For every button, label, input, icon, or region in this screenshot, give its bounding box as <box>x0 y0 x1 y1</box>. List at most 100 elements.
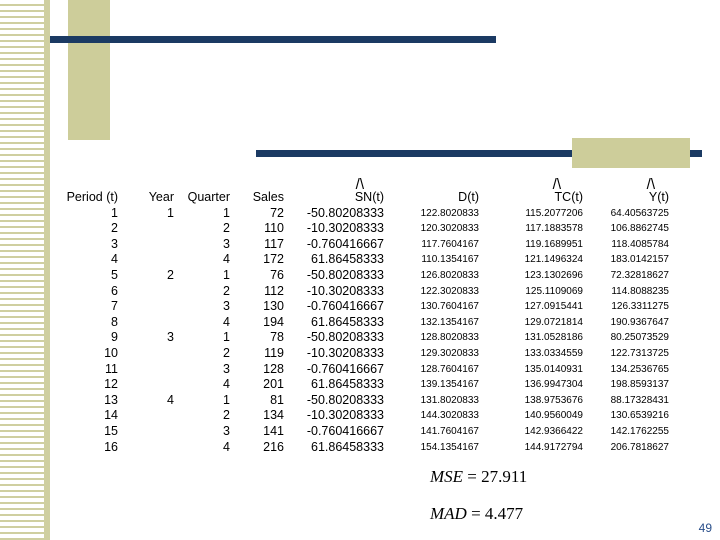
cell-sales: 117 <box>264 236 284 251</box>
cell-d: 120.3020833 <box>420 223 479 235</box>
cell-y: 142.1762255 <box>610 425 669 437</box>
cell-tc: 140.9560049 <box>524 410 583 422</box>
header-year: Year <box>148 190 174 204</box>
cell-period: 2 <box>111 221 118 236</box>
cell-sales: 78 <box>270 330 284 345</box>
cell-period: 10 <box>104 345 118 360</box>
header-d: D(t) <box>458 190 479 204</box>
cell-sn: -10.30208333 <box>306 283 384 298</box>
cell-period: 14 <box>104 408 118 423</box>
cell-period: 1 <box>111 205 118 220</box>
forecast-table: Period (t) Year Quarter Sales /\ SN(t) D… <box>58 177 669 456</box>
cell-sales: 81 <box>270 392 284 407</box>
cell-year: 1 <box>167 205 174 220</box>
table-row: 1 1 1 72 -50.80208333 122.8020833 115.2077206 6… <box>58 206 669 222</box>
cell-period: 5 <box>111 267 118 282</box>
cell-period: 8 <box>111 314 118 329</box>
cell-d: 131.8020833 <box>420 394 479 406</box>
cell-year: 3 <box>167 330 174 345</box>
header-sn-cell: /\ SN(t) <box>284 177 384 206</box>
cell-d: 122.8020833 <box>420 207 479 219</box>
cell-tc: 125.1109069 <box>525 285 583 297</box>
cell-sn: -50.80208333 <box>306 205 384 220</box>
cell-sn: -10.30208333 <box>306 345 384 360</box>
table-row: 5 2 1 76 -50.80208333 126.8020833 123.1302696 7… <box>58 268 669 284</box>
cell-year <box>118 346 174 362</box>
cell-tc: 119.1689951 <box>525 238 583 250</box>
cell-quarter: 4 <box>223 439 230 454</box>
cell-sn: -0.760416667 <box>306 299 384 314</box>
table-header-row: Period (t) Year Quarter Sales /\ SN(t) D… <box>58 177 669 206</box>
table-row: 3 3 117 -0.760416667 117.7604167 119.1689951 1… <box>58 237 669 253</box>
table-body: 1 1 1 72 -50.80208333 122.8020833 115.2077206 6… <box>58 206 669 456</box>
cell-d: 130.7604167 <box>420 301 479 313</box>
cell-year <box>118 221 174 237</box>
cell-period: 4 <box>111 252 118 267</box>
table-row: 7 3 130 -0.760416667 130.7604167 127.0915441 1… <box>58 299 669 315</box>
cell-sn: -10.30208333 <box>306 408 384 423</box>
cell-quarter: 1 <box>223 267 230 282</box>
cell-period: 12 <box>104 377 118 392</box>
cell-quarter: 2 <box>223 283 230 298</box>
cell-sales: 172 <box>263 252 284 267</box>
cell-quarter: 3 <box>223 236 230 251</box>
table-row: 14 2 134 -10.30208333 144.3020833 140.9560049… <box>58 408 669 424</box>
cell-sn: -0.760416667 <box>306 361 384 376</box>
decorative-navy-bar-top <box>50 36 496 43</box>
cell-y: 80.25073529 <box>610 332 669 344</box>
cell-sn: -50.80208333 <box>306 267 384 282</box>
cell-tc: 131.0528186 <box>524 332 583 344</box>
hat-symbol: /\ <box>355 176 364 193</box>
cell-sn: 61.86458333 <box>311 314 384 329</box>
cell-sn: -0.760416667 <box>306 236 384 251</box>
cell-quarter: 1 <box>223 330 230 345</box>
cell-year <box>118 440 174 456</box>
cell-sales: 72 <box>270 205 284 220</box>
cell-quarter: 1 <box>223 392 230 407</box>
cell-tc: 121.1496324 <box>524 254 583 266</box>
table-row: 10 2 119 -10.30208333 129.3020833 133.0334559… <box>58 346 669 362</box>
cell-y: 118.4085784 <box>611 238 669 250</box>
cell-quarter: 2 <box>223 345 230 360</box>
decorative-khaki-block-top <box>68 0 110 140</box>
table-row: 8 4 194 61.86458333 132.1354167 129.0721814 19… <box>58 315 669 331</box>
cell-tc: 123.1302696 <box>524 269 583 281</box>
cell-quarter: 4 <box>223 314 230 329</box>
cell-d: 144.3020833 <box>420 410 479 422</box>
cell-year <box>118 299 174 315</box>
cell-year: 4 <box>167 392 174 407</box>
table-row: 15 3 141 -0.760416667 141.7604167 142.9366422… <box>58 424 669 440</box>
cell-sales: 130 <box>263 299 284 314</box>
mse-value: = 27.911 <box>467 467 528 486</box>
cell-tc: 142.9366422 <box>524 425 583 437</box>
cell-tc: 136.9947304 <box>524 379 583 391</box>
cell-y: 122.7313725 <box>610 347 669 359</box>
cell-period: 15 <box>104 423 118 438</box>
decorative-stripe-panel <box>0 0 50 540</box>
cell-y: 88.17328431 <box>610 394 669 406</box>
cell-sales: 128 <box>263 361 284 376</box>
cell-y: 183.0142157 <box>610 254 669 266</box>
table-row: 9 3 1 78 -50.80208333 128.8020833 131.0528186 8… <box>58 330 669 346</box>
cell-year <box>118 377 174 393</box>
cell-year <box>118 284 174 300</box>
cell-sn: -50.80208333 <box>306 330 384 345</box>
cell-y: 114.8088235 <box>611 285 669 297</box>
cell-sales: 110 <box>264 221 284 236</box>
cell-sn: 61.86458333 <box>311 252 384 267</box>
cell-period: 16 <box>104 439 118 454</box>
cell-sales: 216 <box>263 439 284 454</box>
cell-d: 141.7604167 <box>420 425 479 437</box>
cell-year <box>118 237 174 253</box>
cell-tc: 115.2077206 <box>525 207 583 219</box>
cell-year: 2 <box>167 267 174 282</box>
cell-sales: 201 <box>263 377 284 392</box>
cell-tc: 144.9172794 <box>524 441 583 453</box>
cell-d: 128.8020833 <box>420 332 479 344</box>
cell-period: 6 <box>111 283 118 298</box>
cell-y: 72.32818627 <box>610 269 669 281</box>
decorative-khaki-block-middle <box>572 138 690 168</box>
cell-year <box>118 252 174 268</box>
cell-y: 64.40563725 <box>610 207 669 219</box>
hat-symbol: /\ <box>646 176 655 193</box>
